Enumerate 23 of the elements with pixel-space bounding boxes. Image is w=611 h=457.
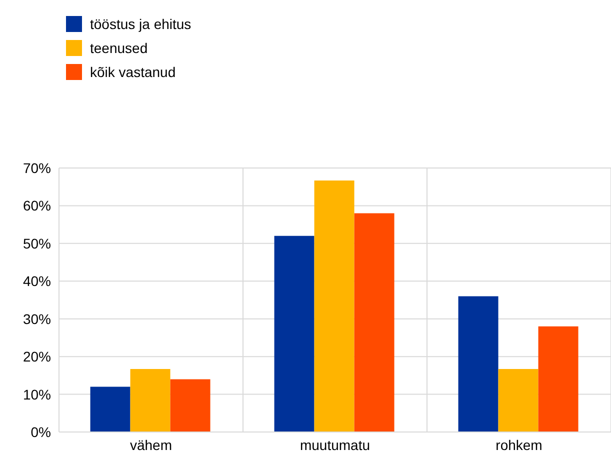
x-tick-label: rohkem xyxy=(496,436,542,453)
y-tick-label: 20% xyxy=(22,348,51,365)
legend-label: kõik vastanud xyxy=(90,64,176,80)
y-tick-label: 60% xyxy=(22,198,51,214)
x-tick-label: vähem xyxy=(130,436,172,453)
legend-label: teenused xyxy=(90,40,148,56)
bar xyxy=(90,386,130,432)
bar xyxy=(170,379,210,432)
y-tick-label: 50% xyxy=(22,235,51,252)
y-tick-label: 40% xyxy=(22,273,51,290)
bar xyxy=(274,236,314,432)
y-tick-label: 70% xyxy=(22,160,51,176)
bar xyxy=(130,369,170,432)
y-tick-label: 10% xyxy=(22,386,51,402)
y-tick-label: 30% xyxy=(22,310,51,327)
bar xyxy=(314,180,354,432)
legend-label: tööstus ja ehitus xyxy=(90,16,192,32)
bar xyxy=(354,213,394,432)
x-tick-label: muutumatu xyxy=(300,436,370,453)
bar xyxy=(498,369,538,432)
bar xyxy=(458,296,498,432)
bar xyxy=(538,326,578,432)
y-tick-label: 0% xyxy=(30,424,51,440)
